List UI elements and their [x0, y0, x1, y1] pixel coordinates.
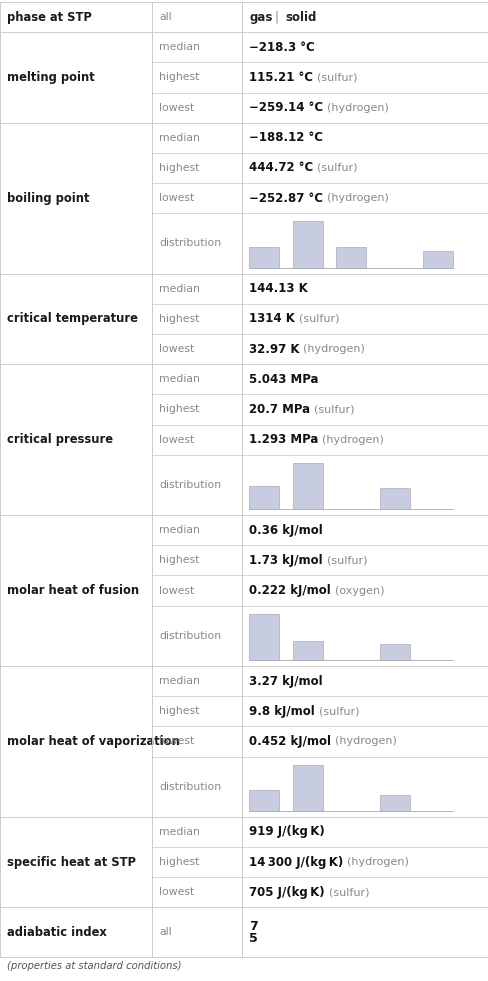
Text: lowest: lowest — [159, 586, 194, 595]
Text: median: median — [159, 676, 200, 686]
Text: median: median — [159, 375, 200, 385]
Text: highest: highest — [159, 314, 199, 324]
Text: distribution: distribution — [159, 782, 221, 792]
Text: lowest: lowest — [159, 435, 194, 444]
Text: boiling point: boiling point — [7, 191, 89, 205]
Text: lowest: lowest — [159, 193, 194, 203]
Bar — [379, 795, 409, 811]
Text: lowest: lowest — [159, 888, 194, 898]
Bar — [292, 764, 322, 811]
Text: 9.8 kJ/mol: 9.8 kJ/mol — [248, 704, 314, 718]
Text: median: median — [159, 525, 200, 536]
Text: highest: highest — [159, 73, 199, 82]
Text: 3.27 kJ/mol: 3.27 kJ/mol — [248, 675, 322, 688]
Bar — [248, 247, 279, 268]
Text: all: all — [159, 927, 171, 937]
Text: 115.21 °C: 115.21 °C — [248, 71, 312, 84]
Text: 5.043 MPa: 5.043 MPa — [248, 373, 318, 386]
Text: phase at STP: phase at STP — [7, 11, 92, 24]
Bar — [379, 644, 409, 660]
Text: (properties at standard conditions): (properties at standard conditions) — [7, 961, 181, 971]
Text: median: median — [159, 827, 200, 837]
Text: 0.222 kJ/mol: 0.222 kJ/mol — [248, 584, 330, 597]
Text: highest: highest — [159, 857, 199, 867]
Text: lowest: lowest — [159, 103, 194, 113]
Bar — [292, 463, 322, 509]
Text: (sulfur): (sulfur) — [318, 706, 359, 716]
Text: lowest: lowest — [159, 344, 194, 354]
Text: (hydrogen): (hydrogen) — [346, 857, 408, 867]
Text: (hydrogen): (hydrogen) — [334, 737, 396, 747]
Text: 1.293 MPa: 1.293 MPa — [248, 434, 318, 446]
Text: (sulfur): (sulfur) — [326, 555, 366, 565]
Text: highest: highest — [159, 706, 199, 716]
Text: −218.3 °C: −218.3 °C — [248, 41, 314, 54]
Text: 444.72 °C: 444.72 °C — [248, 162, 313, 175]
Text: −259.14 °C: −259.14 °C — [248, 101, 323, 114]
Text: highest: highest — [159, 555, 199, 565]
Text: (hydrogen): (hydrogen) — [326, 103, 388, 113]
Text: 20.7 MPa: 20.7 MPa — [248, 403, 309, 416]
Text: (sulfur): (sulfur) — [298, 314, 339, 324]
Text: melting point: melting point — [7, 71, 95, 84]
Text: 705 J/(kg K): 705 J/(kg K) — [248, 886, 324, 899]
Text: median: median — [159, 132, 200, 143]
Bar — [379, 489, 409, 509]
Text: (hydrogen): (hydrogen) — [326, 193, 388, 203]
Text: distribution: distribution — [159, 631, 221, 641]
Text: critical temperature: critical temperature — [7, 312, 138, 326]
Text: −188.12 °C: −188.12 °C — [248, 131, 323, 144]
Text: solid: solid — [285, 11, 316, 24]
Text: median: median — [159, 42, 200, 52]
Text: distribution: distribution — [159, 480, 221, 490]
Text: (sulfur): (sulfur) — [316, 73, 357, 82]
Text: 1.73 kJ/mol: 1.73 kJ/mol — [248, 554, 322, 567]
Text: (oxygen): (oxygen) — [334, 586, 384, 595]
Text: 14 300 J/(kg K): 14 300 J/(kg K) — [248, 855, 343, 868]
Text: (hydrogen): (hydrogen) — [303, 344, 365, 354]
Text: 7: 7 — [248, 920, 257, 933]
Text: critical pressure: critical pressure — [7, 434, 113, 446]
Text: (sulfur): (sulfur) — [313, 404, 354, 414]
Text: 0.452 kJ/mol: 0.452 kJ/mol — [248, 735, 330, 748]
Text: −252.87 °C: −252.87 °C — [248, 191, 323, 205]
Text: molar heat of vaporization: molar heat of vaporization — [7, 735, 180, 748]
Text: gas: gas — [248, 11, 272, 24]
Text: 919 J/(kg K): 919 J/(kg K) — [248, 825, 324, 839]
Text: specific heat at STP: specific heat at STP — [7, 855, 136, 868]
Text: 0.36 kJ/mol: 0.36 kJ/mol — [248, 524, 322, 537]
Bar — [423, 251, 452, 268]
Text: lowest: lowest — [159, 737, 194, 747]
Bar — [248, 790, 279, 811]
Text: 5: 5 — [248, 932, 257, 945]
Bar — [292, 642, 322, 660]
Text: 1314 K: 1314 K — [248, 312, 294, 326]
Text: 32.97 K: 32.97 K — [248, 342, 299, 355]
Text: distribution: distribution — [159, 238, 221, 248]
Text: molar heat of fusion: molar heat of fusion — [7, 584, 139, 597]
Text: highest: highest — [159, 404, 199, 414]
Bar — [335, 247, 366, 268]
Text: (hydrogen): (hydrogen) — [322, 435, 384, 444]
Text: (sulfur): (sulfur) — [328, 888, 368, 898]
Bar — [292, 222, 322, 268]
Text: 144.13 K: 144.13 K — [248, 283, 307, 295]
Text: |: | — [274, 11, 279, 24]
Text: adiabatic index: adiabatic index — [7, 926, 106, 939]
Text: all: all — [159, 12, 171, 23]
Text: median: median — [159, 284, 200, 293]
Text: highest: highest — [159, 163, 199, 173]
Bar — [248, 613, 279, 660]
Bar — [248, 486, 279, 509]
Text: (sulfur): (sulfur) — [317, 163, 357, 173]
